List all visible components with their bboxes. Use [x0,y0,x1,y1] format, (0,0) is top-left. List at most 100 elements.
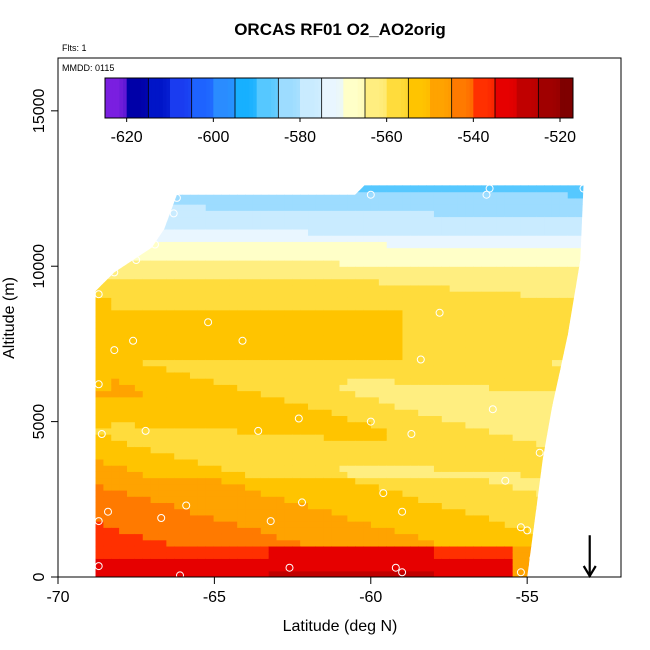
heatmap-cell [252,434,262,441]
heatmap-cell [410,409,419,416]
heatmap-cell [268,384,278,392]
heatmap-cell [544,421,553,429]
heatmap-cell [567,545,577,553]
heatmap-cell [182,266,191,274]
heatmap-cell [237,402,246,410]
heatmap-cell [95,558,104,566]
heatmap-cell [441,434,451,441]
heatmap-cell [221,489,230,497]
heatmap-cell [426,390,435,398]
heatmap-cell [433,353,443,361]
heatmap-cell [544,371,553,379]
heatmap-cell [512,552,522,559]
heatmap-cell [496,309,506,317]
heatmap-cell [213,552,223,559]
heatmap-cell [473,446,482,454]
track-point [266,517,275,526]
heatmap-cell [260,440,270,448]
heatmap-cell [134,260,144,267]
heatmap-cell [481,359,490,367]
heatmap-cell [528,334,537,342]
heatmap-cell [496,384,506,392]
heatmap-cell [481,402,490,410]
heatmap-cell [331,489,341,497]
heatmap-cell [489,570,498,577]
heatmap-cell [268,291,278,298]
heatmap-cell [551,340,561,348]
heatmap-cell [150,446,160,454]
heatmap-cell [284,558,293,566]
heatmap-cell [127,558,136,566]
heatmap-cell [410,415,419,423]
heatmap-cell [166,409,175,416]
heatmap-cell [465,477,474,485]
heatmap-cell [300,483,309,491]
heatmap-cell [544,409,553,416]
heatmap-cell [276,309,286,317]
heatmap-cell [386,185,396,193]
heatmap-cell [378,222,388,230]
heatmap-cell [489,465,498,472]
heatmap-cell [276,446,286,454]
heatmap-cell [567,347,577,354]
heatmap-cell [315,353,325,361]
heatmap-cell [536,228,545,236]
heatmap-cell [520,347,529,354]
heatmap-cell [119,514,128,522]
heatmap-cell [213,502,223,510]
heatmap-cell [315,359,325,367]
heatmap-cell [189,284,199,292]
colorbar-swatch [271,78,276,118]
heatmap-cell [363,489,372,497]
colorbar-swatch [231,78,236,118]
heatmap-cell [433,545,443,553]
heatmap-cell [323,384,333,392]
heatmap-cell [103,322,112,329]
heatmap-cell [260,253,270,261]
heatmap-cell [174,278,183,286]
heatmap-cell [512,402,522,410]
heatmap-cell [355,384,364,392]
heatmap-cell [347,378,356,385]
heatmap-cell [150,347,160,354]
heatmap-cell [158,458,167,466]
heatmap-cell [205,328,215,336]
heatmap-cell [489,396,498,404]
heatmap-cell [496,545,506,553]
heatmap-cell [465,284,474,292]
heatmap-cell [205,191,215,199]
heatmap-cell [252,390,262,398]
heatmap-cell [433,247,443,255]
heatmap-cell [457,247,467,255]
heatmap-cell [575,185,584,187]
heatmap-cell [95,465,104,472]
heatmap-cell [481,204,490,211]
heatmap-cell [308,253,317,261]
heatmap-cell [174,359,183,367]
heatmap-cell [237,185,246,193]
heatmap-cell [158,347,167,354]
heatmap-cell [252,378,262,385]
heatmap-cell [551,297,561,305]
heatmap-cell [292,322,301,329]
heatmap-cell [174,446,183,454]
heatmap-cell [418,564,427,572]
heatmap-cell [237,564,246,572]
heatmap-cell [465,297,474,305]
heatmap-cell [465,309,474,317]
heatmap-cell [575,521,584,528]
heatmap-cell [229,266,238,274]
flights-note: Flts: 1 [62,43,87,53]
heatmap-cell [496,471,506,479]
heatmap-cell [284,353,293,361]
heatmap-cell [142,278,152,286]
heatmap-cell [315,191,325,199]
heatmap-cell [315,253,325,261]
heatmap-cell [111,446,120,454]
heatmap-cell [504,197,514,205]
heatmap-cell [520,291,529,298]
heatmap-cell [496,415,506,423]
heatmap-cell [559,552,569,559]
heatmap-cell [308,185,317,187]
heatmap-cell [323,483,333,491]
